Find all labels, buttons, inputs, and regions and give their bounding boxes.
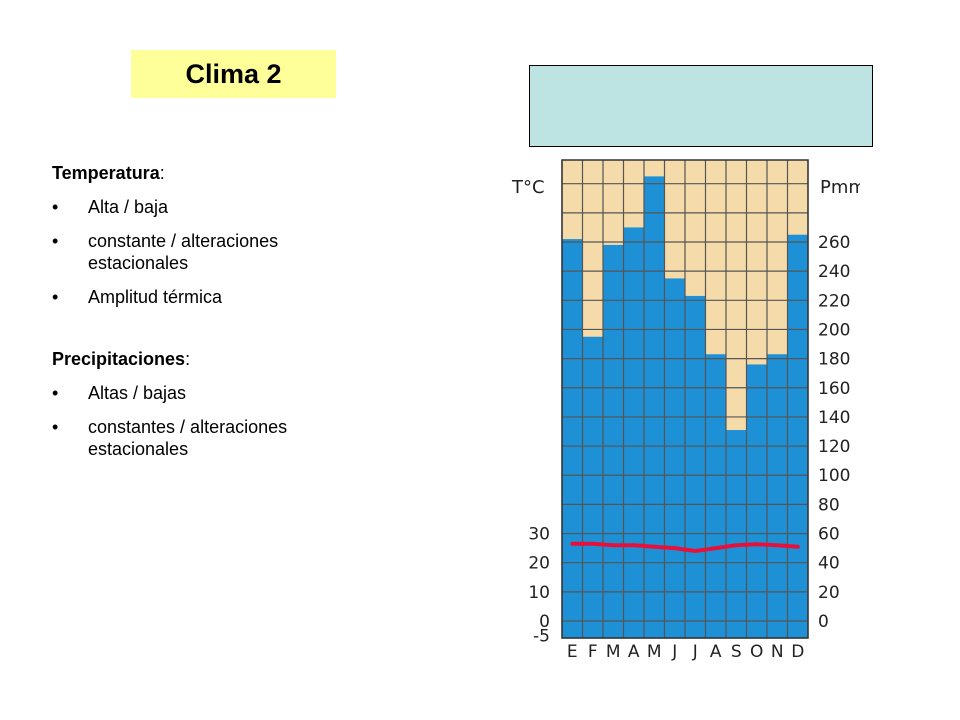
right-tick-label: 80	[818, 495, 840, 515]
questions-panel: Temperatura: • Alta / baja • constante / a…	[52, 162, 382, 472]
month-label: A	[710, 642, 722, 662]
answer-box	[529, 65, 873, 147]
precipitation-heading: Precipitaciones:	[52, 349, 191, 369]
precipitation-bar	[644, 176, 665, 638]
right-tick-label: 260	[818, 233, 850, 253]
precipitation-bar	[603, 244, 624, 638]
precipitation-bar	[623, 227, 644, 638]
right-tick-label: 120	[818, 437, 850, 457]
month-label: E	[567, 642, 578, 662]
month-label: A	[628, 642, 640, 662]
month-label: N	[771, 642, 784, 662]
climograph: T°C Pmm2602402202001801601401201008060402…	[511, 159, 860, 662]
left-tick-label: 30	[528, 525, 550, 545]
left-tick-label: 20	[528, 554, 550, 574]
plot-frame	[561, 159, 809, 639]
left-tick-label: 10	[528, 583, 550, 603]
right-tick-label: 140	[818, 408, 850, 428]
temperature-line	[570, 541, 800, 553]
right-tick-label: 160	[818, 379, 850, 399]
precipitation-bar	[787, 234, 808, 638]
precipitation-bar	[767, 354, 788, 638]
right-tick-label: 200	[818, 320, 850, 340]
right-tick-label: 240	[818, 262, 850, 282]
right-tick-label: 0	[818, 612, 829, 632]
precipitation-bar	[582, 336, 603, 638]
right-tick-label: 220	[818, 291, 850, 311]
month-label: D	[791, 642, 804, 662]
right-tick-label: 180	[818, 350, 850, 370]
list-item: • constante / alteraciones estacionales	[52, 231, 279, 273]
precipitation-bar	[562, 239, 583, 638]
list-item: • Altas / bajas	[52, 383, 187, 403]
right-tick-label: 60	[818, 525, 840, 545]
right-tick-label: 100	[818, 466, 850, 486]
right-axis-label: Pmm	[820, 177, 860, 198]
left-tick-label: 0	[539, 612, 550, 632]
precipitation-bar	[664, 278, 685, 638]
precipitation-bar	[746, 364, 767, 638]
list-item: • Alta / baja	[52, 197, 169, 217]
right-tick-label: 40	[818, 554, 840, 574]
left-tick-label: -5	[533, 627, 550, 647]
slide-title: Clima 2	[131, 50, 336, 98]
month-label: J	[692, 642, 698, 662]
left-axis-label: T°C	[511, 177, 545, 198]
list-item: • Amplitud térmica	[52, 287, 223, 307]
right-tick-label: 20	[818, 583, 840, 603]
list-item: • constantes / alteraciones estacionales	[52, 417, 288, 459]
month-label: S	[731, 642, 742, 662]
month-label: F	[588, 642, 598, 662]
month-label: O	[750, 642, 763, 662]
precipitation-bar	[685, 295, 706, 638]
temperature-heading: Temperatura:	[52, 163, 165, 183]
month-label: M	[647, 642, 662, 662]
month-label: J	[671, 642, 677, 662]
precipitation-bar	[705, 354, 726, 638]
month-label: M	[606, 642, 621, 662]
